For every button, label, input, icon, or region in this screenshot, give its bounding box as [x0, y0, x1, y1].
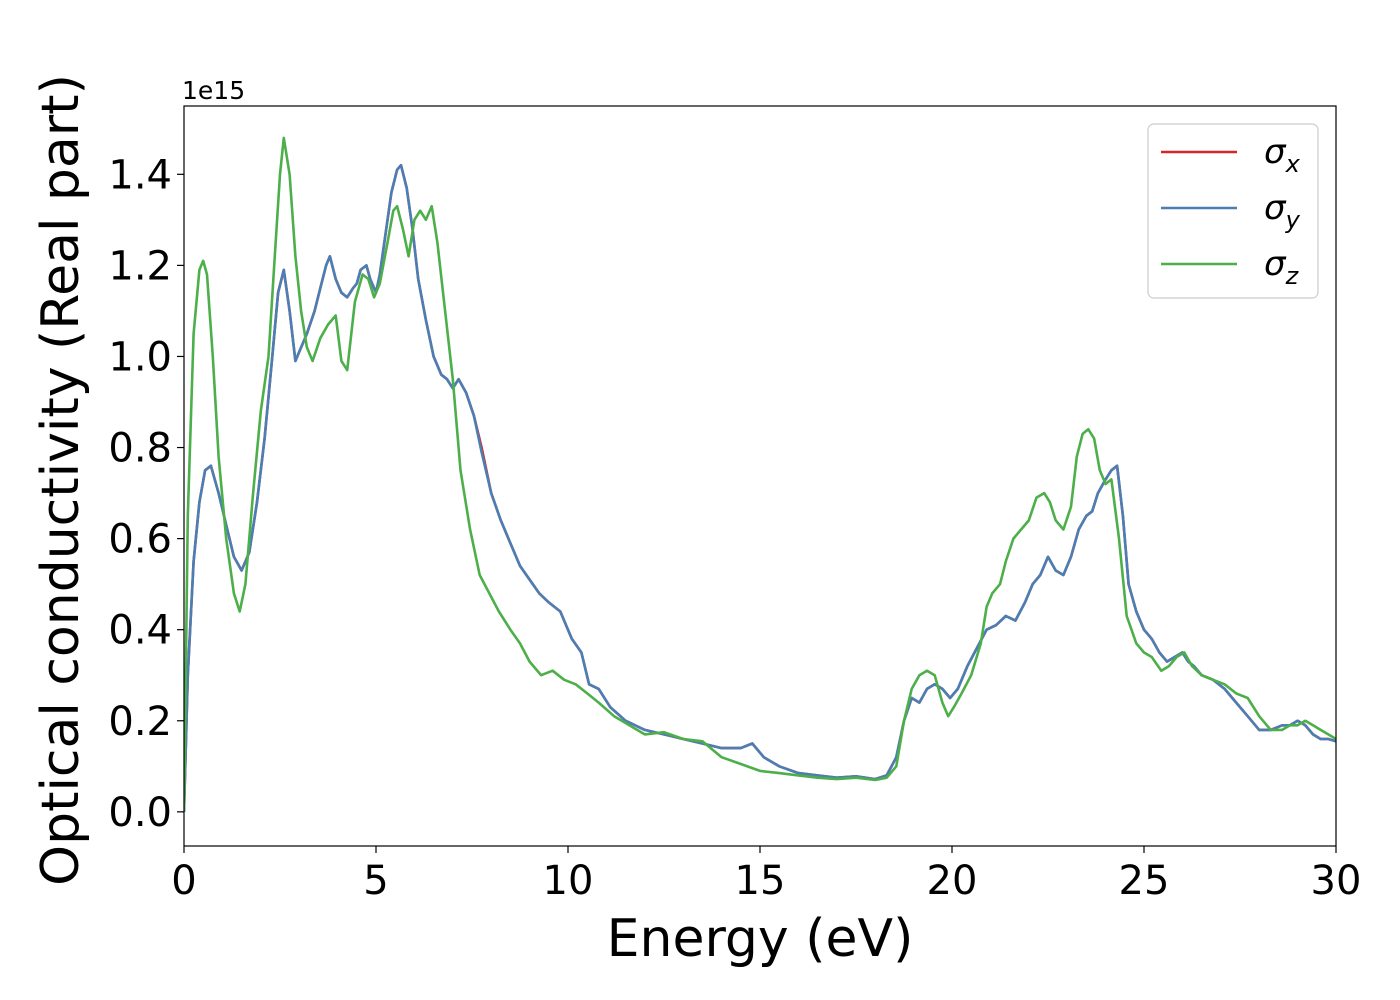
y-tick-label: 0.8 — [108, 426, 172, 472]
x-tick-label: 15 — [735, 858, 786, 904]
y-axis-title: Optical conductivity (Real part) — [31, 74, 91, 886]
y-tick-label: 0.6 — [108, 517, 172, 563]
series-layer — [184, 136, 1336, 812]
y-tick-label: 0.2 — [108, 699, 172, 745]
x-tick-label: 25 — [1119, 858, 1170, 904]
legend-box — [1147, 123, 1319, 299]
y-tick-label: 1.4 — [108, 152, 172, 198]
x-axis: 0 5 10 15 20 25 30 — [171, 846, 1361, 904]
x-tick-label: 30 — [1311, 858, 1362, 904]
y-tick-label: 0.4 — [108, 608, 172, 654]
x-tick-label: 20 — [927, 858, 978, 904]
x-tick-label: 0 — [171, 858, 196, 904]
x-axis-title: Energy (eV) — [607, 909, 914, 969]
y-axis: 0.0 0.2 0.4 0.6 0.8 1.0 1.2 1.4 — [108, 152, 184, 836]
y-offset-label: 1e15 — [182, 76, 245, 105]
y-tick-label: 1.0 — [108, 334, 172, 380]
x-tick-label: 10 — [543, 858, 594, 904]
y-tick-label: 1.2 — [108, 243, 172, 289]
x-tick-label: 5 — [363, 858, 388, 904]
series-line-z — [184, 136, 1336, 812]
y-tick-label: 0.0 — [108, 790, 172, 836]
